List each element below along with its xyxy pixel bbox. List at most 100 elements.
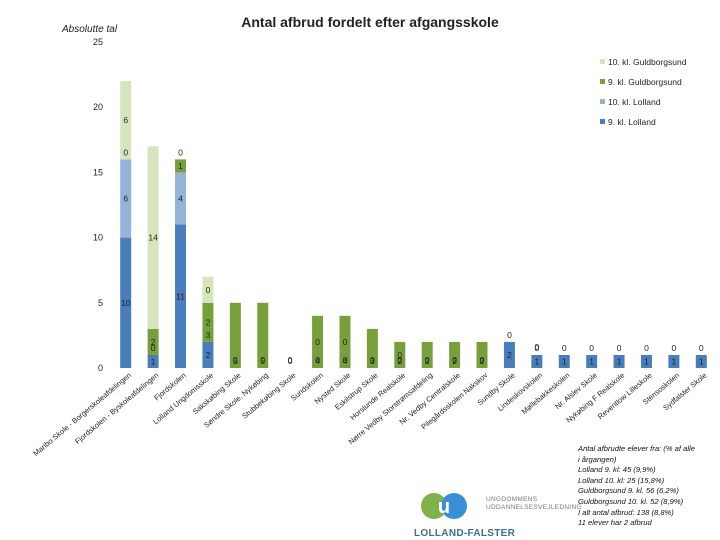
- y-tick-label: 5: [98, 298, 103, 308]
- data-label: 0: [288, 355, 293, 365]
- data-label: 2: [206, 317, 211, 327]
- data-label: 1: [617, 356, 622, 366]
- data-label: 2: [397, 356, 402, 366]
- bar-segment: [668, 354, 680, 368]
- chart-title: Antal afbrud fordelt efter afgangsskole: [241, 14, 499, 30]
- bar-segment: [366, 328, 378, 368]
- data-label: 1: [534, 356, 539, 366]
- legend-label: 9. kl. Lolland: [608, 117, 656, 127]
- data-label: 3: [206, 330, 211, 340]
- y-tick-label: 0: [98, 363, 103, 373]
- bar-segment: [640, 354, 652, 368]
- data-label: 11: [176, 291, 185, 301]
- data-label: 4: [178, 193, 183, 203]
- legend-label: 9. kl. Guldborgsund: [608, 77, 682, 87]
- data-label: 1: [178, 161, 183, 171]
- data-label: 0: [425, 355, 430, 365]
- data-label: 1: [672, 356, 677, 366]
- data-label: 0: [233, 355, 238, 365]
- note-line: Guldborgsund 9. kl. 56 (6,2%): [578, 486, 679, 496]
- data-label: 1: [562, 356, 567, 366]
- bar-segment: [558, 354, 570, 368]
- bar-segment: [312, 315, 324, 368]
- bar-segment: [339, 315, 351, 368]
- logo-sub-line: UDDANNELSESVEJLEDNING: [486, 504, 582, 511]
- data-label: 0: [672, 343, 677, 353]
- bar-segment: [120, 159, 132, 238]
- bar-segment: [120, 81, 132, 160]
- organization-logo: u UNGDOMMENS UDDANNELSESVEJLEDNING LOLLA…: [406, 484, 582, 540]
- legend: 10. kl. Guldborgsund 9. kl. Guldborgsund 1…: [600, 57, 687, 127]
- legend-swatch: [600, 99, 605, 104]
- y-tick-label: 15: [93, 167, 103, 177]
- note-line: i årgangen): [578, 454, 617, 464]
- bar-segment: [503, 341, 515, 368]
- data-label: 0: [123, 147, 128, 157]
- logo-brand: LOLLAND-FALSTER: [414, 528, 516, 539]
- data-label: 6: [123, 193, 128, 203]
- logo-mark-icon: u: [421, 493, 467, 519]
- data-label: 0: [288, 356, 293, 366]
- logo-subtitle: UNGDOMMENS UDDANNELSESVEJLEDNING: [486, 496, 582, 512]
- data-label: 0: [562, 343, 567, 353]
- data-label: 3: [370, 356, 375, 366]
- legend-swatch: [600, 59, 605, 64]
- bar-segment: [257, 302, 269, 368]
- data-label: 1: [151, 356, 156, 366]
- bar-segment: [586, 354, 598, 368]
- data-label: 1: [589, 356, 594, 366]
- bar-segment: [695, 354, 707, 368]
- data-label: 1: [644, 356, 649, 366]
- bar-segment: [120, 237, 132, 368]
- logo-letter: u: [438, 496, 450, 518]
- data-label: 0: [315, 355, 320, 365]
- data-label: 0: [178, 147, 183, 157]
- y-tick-label: 20: [93, 102, 103, 112]
- bar-segment: [531, 354, 543, 368]
- data-label: 0: [589, 343, 594, 353]
- data-label: 5: [233, 356, 238, 366]
- data-label: 0: [397, 355, 402, 365]
- data-label: 0: [699, 343, 704, 353]
- data-label: 0: [315, 337, 320, 347]
- summary-note: Antal afbrudte elever fra: (% af alle i …: [578, 444, 718, 529]
- category-label: Møllebakkeskolen: [520, 371, 572, 416]
- data-label: 2: [425, 356, 430, 366]
- data-label: 0: [397, 350, 402, 360]
- data-label: 0: [370, 355, 375, 365]
- bar-segment: [202, 302, 214, 342]
- data-label: 0: [151, 343, 156, 353]
- data-label: 0: [507, 330, 512, 340]
- data-label: 0: [343, 355, 348, 365]
- data-label: 2: [480, 356, 485, 366]
- bar-segment: [175, 159, 187, 173]
- data-label: 5: [260, 356, 265, 366]
- note-line: Lolland 9. kl: 45 (9,9%): [578, 465, 656, 475]
- bar-segment: [229, 302, 241, 368]
- bar-segment: [147, 328, 159, 355]
- data-label: 1: [699, 356, 704, 366]
- data-label: 2: [206, 350, 211, 360]
- data-label: 4: [315, 356, 320, 366]
- bar-segment: [202, 341, 214, 368]
- bar-segment: [202, 276, 214, 303]
- data-label: 0: [206, 285, 211, 295]
- bar-segment: [175, 172, 187, 225]
- data-label: 0: [644, 343, 649, 353]
- legend-label: 10. kl. Guldborgsund: [608, 57, 687, 67]
- bar-layer: [120, 81, 707, 368]
- legend-label: 10. kl. Lolland: [608, 97, 661, 107]
- axis-layer: 0 5 10 15 20 25: [93, 37, 103, 373]
- data-label: 0: [343, 337, 348, 347]
- note-line: Guldborgsund 10. kl. 52 (8,9%): [578, 496, 684, 506]
- category-label: Maribo Skole - Borgerskoleafdelingen: [31, 371, 133, 458]
- data-label: 0: [452, 355, 457, 365]
- note-line: Antal afbrudte elever fra: (% af alle: [578, 444, 695, 453]
- bar-segment: [421, 341, 433, 368]
- data-label: 2: [507, 350, 512, 360]
- logo-circle-green: [421, 493, 447, 519]
- data-label: 4: [343, 356, 348, 366]
- data-label: 2: [151, 337, 156, 347]
